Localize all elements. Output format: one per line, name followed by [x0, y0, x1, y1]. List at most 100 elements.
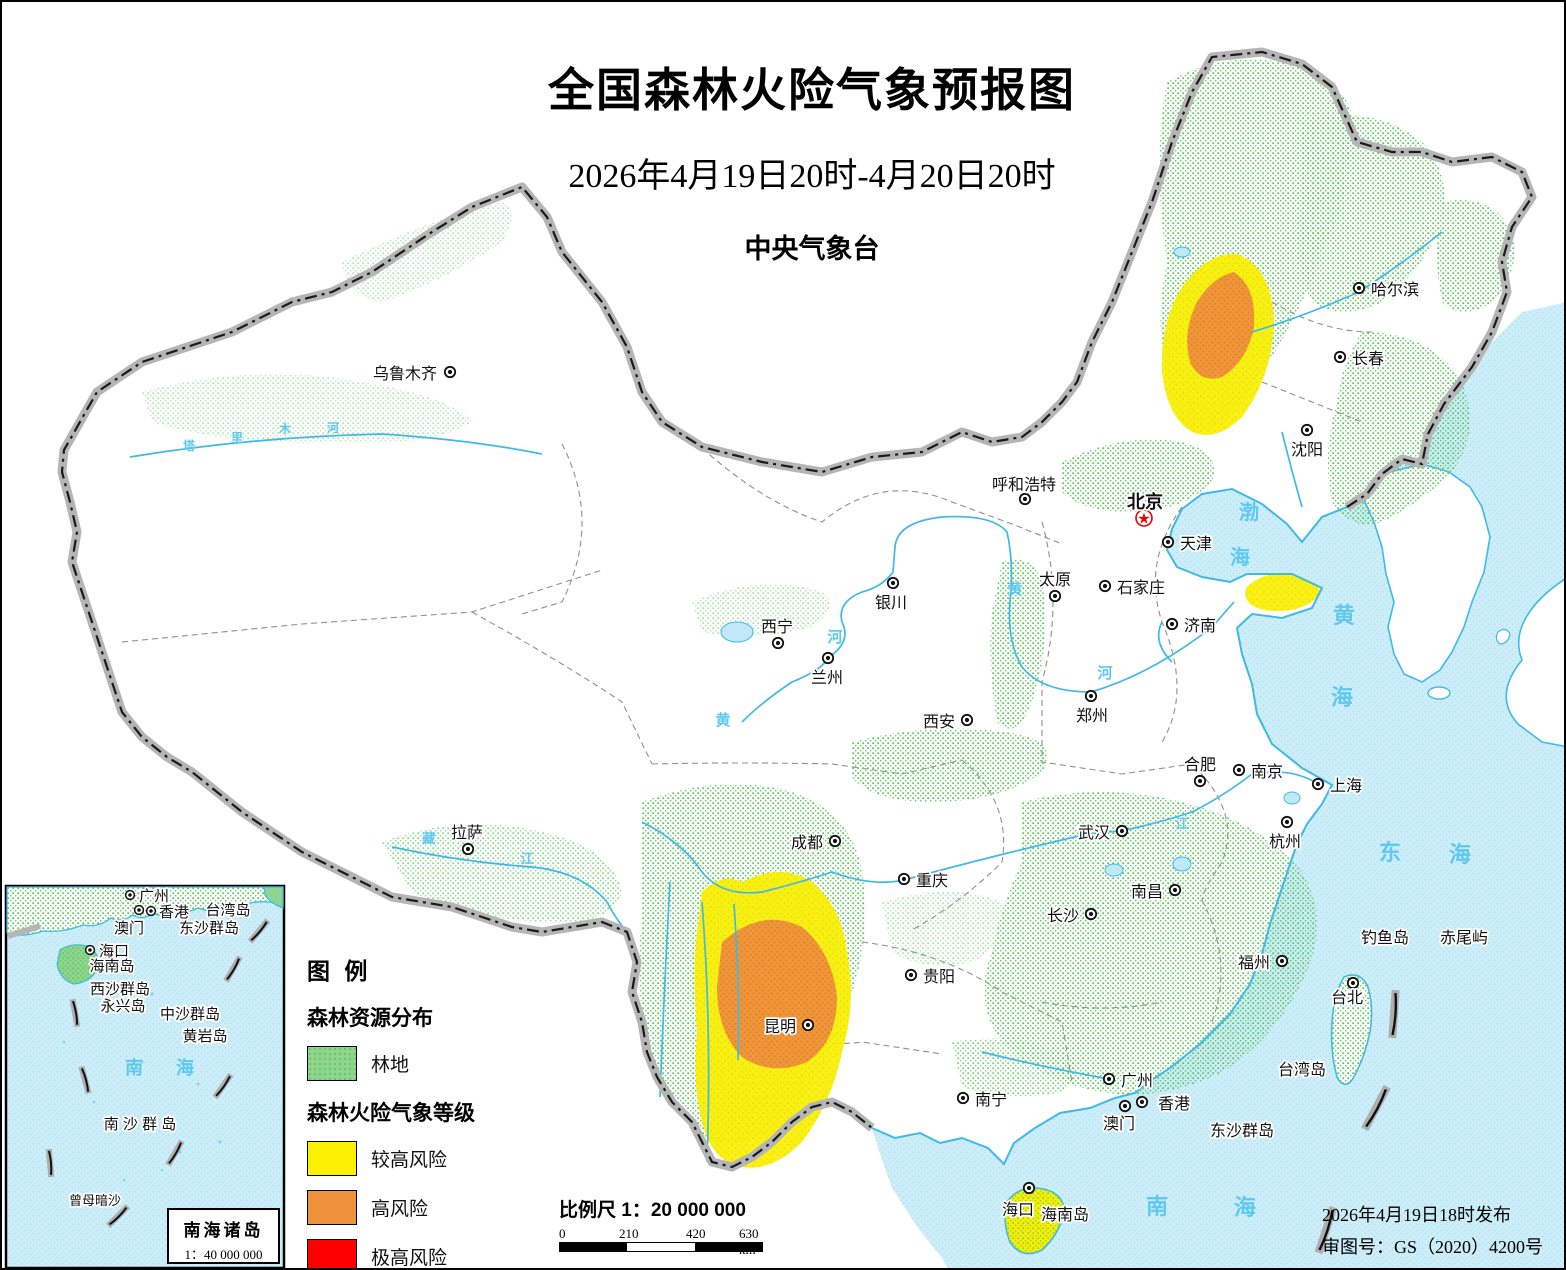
- city-澳门: 澳门: [1101, 1099, 1137, 1135]
- city-西安: 西安: [921, 711, 974, 733]
- city-贵阳: 贵阳: [904, 966, 957, 988]
- city-label: 合肥: [1184, 756, 1216, 774]
- city-广州: 广州: [1102, 1070, 1155, 1092]
- inset-label: 西沙群岛: [90, 981, 150, 998]
- inset-label: 南 沙 群 岛: [104, 1116, 177, 1133]
- island-label: 钓鱼岛: [1361, 929, 1409, 947]
- city-label: 南宁: [975, 1091, 1007, 1109]
- scale-tick: 630 km: [739, 1226, 759, 1257]
- map-header: 全国森林火险气象预报图 2026年4月19日20时-4月20日20时 中央气象台: [442, 54, 1182, 266]
- city-哈尔滨: 哈尔滨: [1352, 279, 1421, 301]
- city-label: 成都: [791, 834, 823, 852]
- city-label: 西安: [923, 713, 955, 731]
- scale-tick: 210: [619, 1226, 639, 1241]
- water-label: 塔: [183, 438, 196, 453]
- agency-name: 中央气象台: [744, 234, 880, 264]
- city-label: 郑州: [1076, 707, 1108, 725]
- review-number: 审图号：GS（2020）4200号: [1322, 1236, 1544, 1257]
- city-label: 济南: [1184, 617, 1216, 635]
- city-label: 长春: [1352, 350, 1384, 368]
- city-昆明: 昆明: [762, 1017, 815, 1038]
- city-label: 天津: [1180, 535, 1212, 553]
- inset-label: 永兴岛: [100, 998, 145, 1015]
- scale-bar: 比例尺 1：20 000 000 0 210 420 630 km: [559, 1195, 819, 1257]
- city-label: 拉萨: [451, 824, 483, 842]
- city-label: 南昌: [1131, 883, 1163, 901]
- city-label: 香港: [1158, 1095, 1190, 1113]
- city-长春: 长春: [1333, 348, 1386, 370]
- city-兰州: 兰州: [809, 651, 845, 689]
- city-香港: 香港: [1135, 1093, 1192, 1115]
- legend-risk-header: 森林火险气象等级: [307, 1102, 475, 1125]
- water-label: 海: [1234, 1195, 1256, 1220]
- city-上海: 上海: [1311, 775, 1364, 797]
- risk-orange-yunnan: [717, 919, 837, 1069]
- city-label: 台北: [1331, 989, 1363, 1007]
- water-label: 黄: [1333, 603, 1355, 628]
- city-武汉: 武汉: [1076, 822, 1129, 844]
- water-label: 木: [278, 421, 292, 436]
- water-label: 海: [1449, 842, 1471, 867]
- city-郑州: 郑州: [1074, 689, 1110, 727]
- city-label: 海口: [1002, 1201, 1034, 1219]
- legend-item-forest: 林地: [307, 1046, 475, 1081]
- city-南昌: 南昌: [1129, 881, 1182, 903]
- city-长沙: 长沙: [1045, 905, 1098, 927]
- japan-kyushu: [1505, 578, 1564, 748]
- city-label: 银川: [875, 594, 907, 612]
- legend-item-risk-0: 较高风险: [307, 1141, 475, 1176]
- city-label: 上海: [1330, 777, 1362, 795]
- city-南宁: 南宁: [956, 1089, 1009, 1111]
- scale-tick: 0: [559, 1226, 566, 1241]
- city-乌鲁木齐: 乌鲁木齐: [371, 363, 457, 385]
- legend-item-risk-1: 高风险: [307, 1190, 475, 1225]
- risk-swatch-label: 极高风险: [371, 1248, 448, 1269]
- inset-label: 东沙群岛: [179, 920, 239, 937]
- legend-forest-header: 森林资源分布: [307, 1007, 433, 1030]
- inset-label: 海口: [99, 943, 129, 960]
- coastline: [871, 487, 1348, 1166]
- scale-seg-2: [627, 1243, 695, 1251]
- water-label: 东: [1379, 840, 1401, 865]
- city-沈阳: 沈阳: [1289, 423, 1325, 461]
- risk-swatch: [307, 1239, 357, 1268]
- city-label: 福州: [1238, 954, 1270, 972]
- legend-item-risk-2: 极高风险: [307, 1239, 475, 1269]
- inset-label: 澳门: [114, 920, 144, 937]
- city-label: 太原: [1039, 571, 1071, 589]
- risk-swatch-label: 高风险: [371, 1199, 429, 1220]
- nine-dash-line: [1314, 989, 1400, 1255]
- city-拉萨: 拉萨: [449, 822, 485, 856]
- city-label: 广州: [1121, 1072, 1153, 1090]
- city-label: 北京: [1127, 491, 1163, 512]
- city-银川: 银川: [873, 576, 909, 614]
- city-label: 沈阳: [1291, 441, 1323, 459]
- taiwan-island: [1330, 974, 1373, 1086]
- water-label: 藏: [422, 831, 435, 846]
- city-石家庄: 石家庄: [1098, 577, 1167, 599]
- city-天津: 天津: [1161, 533, 1214, 555]
- inset-label: 中沙群岛: [160, 1006, 220, 1023]
- city-label: 石家庄: [1117, 579, 1165, 597]
- city-label: 贵阳: [923, 968, 955, 986]
- inset-label: 海: [176, 1057, 194, 1078]
- hainan-island: [1004, 1187, 1065, 1255]
- water-label: 南: [1146, 1194, 1168, 1219]
- risk-swatch: [307, 1190, 357, 1225]
- water-label: 黄: [1007, 580, 1022, 598]
- city-label: 呼和浩特: [992, 476, 1056, 494]
- city-label: 武汉: [1078, 824, 1110, 842]
- risk-swatch: [307, 1141, 357, 1176]
- scale-bar-graphic: [559, 1242, 763, 1252]
- inset-scale: 1：40 000 000: [184, 1247, 263, 1262]
- island-label: 台湾岛: [1278, 1061, 1326, 1079]
- risk-yellow-shandong: [1245, 573, 1320, 612]
- water-label: 河: [326, 420, 339, 435]
- city-label: 西宁: [761, 618, 793, 636]
- inset-border-casing: [7, 923, 41, 939]
